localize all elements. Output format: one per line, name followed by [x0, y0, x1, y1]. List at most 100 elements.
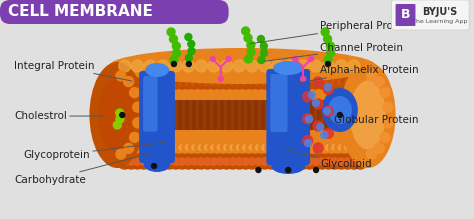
Circle shape	[324, 56, 332, 64]
Circle shape	[374, 143, 384, 153]
Circle shape	[186, 62, 191, 67]
Circle shape	[380, 88, 390, 98]
Circle shape	[194, 61, 209, 76]
Circle shape	[289, 154, 304, 169]
Circle shape	[338, 79, 345, 86]
Circle shape	[334, 154, 349, 169]
Circle shape	[306, 158, 313, 165]
Circle shape	[159, 64, 167, 73]
Bar	[300, 100, 303, 130]
Circle shape	[315, 61, 329, 76]
Circle shape	[309, 92, 315, 99]
Circle shape	[185, 158, 192, 165]
Circle shape	[233, 141, 246, 154]
FancyBboxPatch shape	[0, 0, 228, 24]
Circle shape	[264, 154, 279, 169]
Circle shape	[185, 79, 191, 86]
Circle shape	[113, 121, 121, 129]
Circle shape	[181, 154, 196, 169]
Circle shape	[319, 79, 325, 86]
Circle shape	[239, 76, 252, 89]
Circle shape	[322, 141, 335, 154]
Text: Globular Protein: Globular Protein	[330, 115, 419, 125]
Circle shape	[351, 145, 357, 150]
Circle shape	[303, 92, 313, 102]
Circle shape	[284, 76, 297, 89]
Circle shape	[226, 154, 240, 169]
Circle shape	[195, 141, 208, 154]
Circle shape	[255, 158, 262, 165]
Circle shape	[197, 158, 205, 165]
Circle shape	[289, 61, 304, 76]
Circle shape	[348, 60, 360, 72]
Text: CELL MEMBRANE: CELL MEMBRANE	[8, 5, 153, 19]
Circle shape	[262, 145, 268, 150]
Bar	[348, 100, 351, 130]
Circle shape	[258, 141, 271, 154]
Circle shape	[262, 79, 268, 86]
Ellipse shape	[90, 62, 145, 168]
Circle shape	[281, 145, 287, 150]
Circle shape	[260, 42, 267, 49]
Circle shape	[328, 154, 342, 169]
Circle shape	[257, 61, 272, 76]
Circle shape	[170, 35, 177, 43]
Circle shape	[319, 145, 325, 150]
Bar	[265, 100, 268, 130]
Circle shape	[194, 154, 209, 169]
Text: Alpha-helix Protein: Alpha-helix Protein	[297, 65, 419, 83]
Circle shape	[144, 76, 157, 89]
Circle shape	[353, 154, 368, 169]
Circle shape	[213, 61, 228, 76]
Circle shape	[277, 141, 291, 154]
Circle shape	[232, 61, 247, 76]
Circle shape	[297, 76, 310, 89]
Circle shape	[157, 60, 169, 72]
Circle shape	[197, 64, 205, 73]
Circle shape	[200, 154, 215, 169]
Circle shape	[137, 76, 150, 89]
Circle shape	[154, 145, 159, 150]
Circle shape	[173, 42, 180, 50]
Circle shape	[169, 141, 182, 154]
FancyBboxPatch shape	[392, 0, 469, 30]
Bar	[117, 62, 368, 168]
Circle shape	[244, 34, 252, 42]
Circle shape	[172, 158, 179, 165]
Circle shape	[310, 60, 322, 72]
Circle shape	[347, 141, 360, 154]
Circle shape	[208, 60, 220, 72]
Circle shape	[267, 64, 275, 73]
Text: Glycolipid: Glycolipid	[283, 149, 372, 169]
Bar	[203, 100, 206, 130]
Circle shape	[195, 76, 208, 89]
Circle shape	[277, 76, 291, 89]
Circle shape	[163, 141, 176, 154]
Circle shape	[318, 64, 326, 73]
Circle shape	[156, 76, 169, 89]
Circle shape	[124, 77, 134, 87]
Circle shape	[357, 79, 364, 86]
Circle shape	[125, 141, 137, 154]
Circle shape	[261, 158, 269, 165]
Bar	[237, 100, 240, 130]
Circle shape	[174, 154, 190, 169]
Circle shape	[153, 79, 160, 86]
Circle shape	[116, 115, 124, 123]
Circle shape	[235, 64, 244, 73]
Circle shape	[293, 57, 298, 62]
Circle shape	[155, 154, 170, 169]
Circle shape	[133, 118, 143, 128]
Circle shape	[218, 76, 223, 81]
Circle shape	[299, 158, 307, 165]
Circle shape	[332, 79, 338, 86]
Circle shape	[264, 141, 278, 154]
Bar	[328, 100, 331, 130]
Circle shape	[210, 57, 215, 62]
Ellipse shape	[144, 156, 171, 172]
Circle shape	[144, 141, 157, 154]
Ellipse shape	[109, 48, 376, 84]
Bar	[117, 100, 368, 130]
Circle shape	[140, 158, 147, 165]
Circle shape	[334, 61, 349, 76]
